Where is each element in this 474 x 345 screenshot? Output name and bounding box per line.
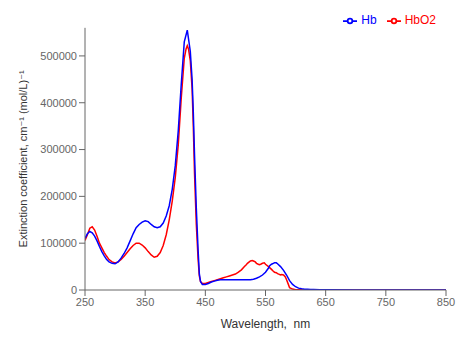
svg-text:250: 250 — [76, 296, 94, 308]
svg-text:Extinction coefficient, cm⁻¹ (: Extinction coefficient, cm⁻¹ (mol/L)⁻¹ — [17, 70, 29, 247]
svg-text:350: 350 — [136, 296, 154, 308]
svg-text:450: 450 — [196, 296, 214, 308]
svg-text:850: 850 — [437, 296, 455, 308]
svg-text:650: 650 — [316, 296, 334, 308]
svg-text:0: 0 — [71, 284, 77, 296]
svg-text:Wavelength, nm: Wavelength, nm — [221, 317, 311, 331]
svg-text:100000: 100000 — [40, 237, 77, 249]
svg-text:500000: 500000 — [40, 50, 77, 62]
svg-text:750: 750 — [377, 296, 395, 308]
svg-text:400000: 400000 — [40, 97, 77, 109]
svg-text:550: 550 — [256, 296, 274, 308]
svg-text:200000: 200000 — [40, 190, 77, 202]
html-text:Hb: Hb — [361, 13, 377, 27]
svg-text:300000: 300000 — [40, 143, 77, 155]
html-text:HbO2: HbO2 — [404, 13, 436, 27]
